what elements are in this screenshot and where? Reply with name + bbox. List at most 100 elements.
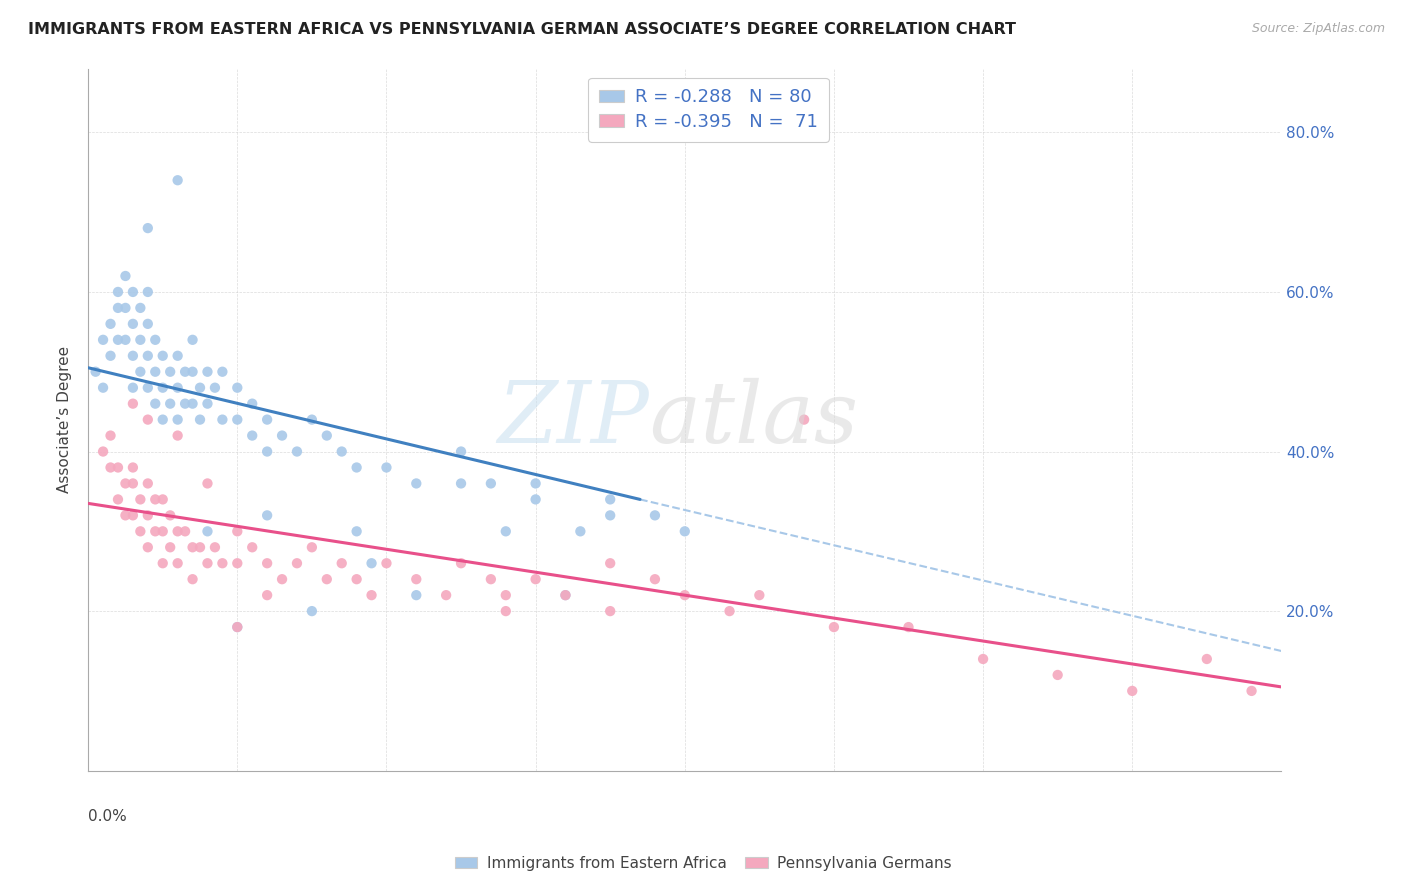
Point [181,572,204,586]
Point [107,285,129,299]
Point [405,588,427,602]
Point [129,492,152,507]
Point [360,588,382,602]
Point [1195,652,1218,666]
Point [181,541,204,555]
Point [197,397,219,411]
Y-axis label: Associate’s Degree: Associate’s Degree [58,346,72,493]
Point [330,444,353,458]
Point [204,541,226,555]
Point [159,508,181,523]
Point [188,381,211,395]
Point [479,476,502,491]
Text: ZIP: ZIP [498,378,650,461]
Point [256,588,278,602]
Point [174,397,197,411]
Point [554,588,576,602]
Point [114,333,136,347]
Point [226,556,249,570]
Point [524,572,547,586]
Point [136,541,159,555]
Point [181,333,204,347]
Point [495,524,517,539]
Point [107,301,129,315]
Point [1121,684,1143,698]
Point [166,428,188,442]
Point [524,492,547,507]
Point [114,508,136,523]
Point [793,412,815,426]
Point [159,541,181,555]
Point [143,333,166,347]
Point [114,476,136,491]
Point [122,460,145,475]
Point [599,508,621,523]
Point [143,397,166,411]
Point [718,604,741,618]
Point [166,349,188,363]
Point [301,604,323,618]
Point [226,524,249,539]
Point [495,604,517,618]
Point [256,444,278,458]
Point [114,301,136,315]
Point [599,556,621,570]
Point [1240,684,1263,698]
Point [129,365,152,379]
Point [107,460,129,475]
Point [166,381,188,395]
Point [285,444,308,458]
Point [188,412,211,426]
Point [152,556,174,570]
Point [271,428,294,442]
Point [100,349,122,363]
Point [301,541,323,555]
Point [673,588,696,602]
Point [330,556,353,570]
Point [91,444,114,458]
Point [166,412,188,426]
Point [285,556,308,570]
Legend: Immigrants from Eastern Africa, Pennsylvania Germans: Immigrants from Eastern Africa, Pennsylv… [449,850,957,877]
Point [450,556,472,570]
Point [450,444,472,458]
Point [823,620,845,634]
Point [122,285,145,299]
Point [143,524,166,539]
Point [152,524,174,539]
Point [271,572,294,586]
Point [143,365,166,379]
Point [346,524,368,539]
Text: Source: ZipAtlas.com: Source: ZipAtlas.com [1251,22,1385,36]
Point [375,556,398,570]
Point [136,476,159,491]
Point [524,476,547,491]
Point [450,476,472,491]
Point [360,556,382,570]
Point [107,333,129,347]
Point [211,556,233,570]
Point [554,588,576,602]
Point [972,652,994,666]
Point [152,349,174,363]
Point [240,541,263,555]
Point [159,365,181,379]
Point [748,588,770,602]
Point [122,476,145,491]
Point [197,556,219,570]
Point [174,365,197,379]
Point [211,412,233,426]
Point [346,572,368,586]
Point [315,428,337,442]
Point [405,572,427,586]
Point [122,349,145,363]
Point [644,572,666,586]
Point [599,604,621,618]
Point [122,397,145,411]
Point [100,317,122,331]
Point [204,381,226,395]
Point [495,588,517,602]
Point [375,460,398,475]
Text: atlas: atlas [650,378,858,461]
Point [136,412,159,426]
